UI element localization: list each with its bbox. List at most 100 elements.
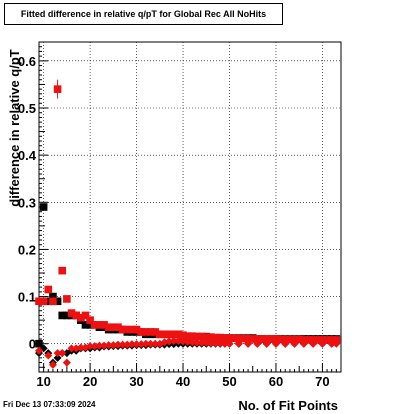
x-tick-label: 70 — [315, 374, 329, 389]
data-point-square — [49, 292, 57, 301]
x-axis-label: No. of Fit Points — [238, 398, 338, 413]
data-point-diamond — [179, 337, 188, 346]
data-point-diamond — [225, 339, 234, 348]
data-point-diamond — [44, 351, 53, 360]
data-point-diamond — [67, 344, 76, 353]
data-point-diamond — [262, 339, 271, 348]
data-point-square — [39, 203, 48, 211]
data-point-square — [262, 335, 271, 343]
data-point-square — [267, 335, 276, 343]
data-point-square — [174, 330, 183, 339]
data-point-square — [39, 297, 48, 306]
data-point-square — [216, 333, 224, 342]
x-tick-label: 20 — [83, 374, 97, 389]
chart-title: Fitted difference in relative q/pT for G… — [20, 9, 267, 19]
data-point-diamond — [104, 341, 113, 350]
data-point-square — [221, 334, 229, 342]
data-point-square — [244, 334, 252, 343]
data-point-square — [114, 323, 122, 332]
data-point-square — [109, 323, 118, 332]
data-point-square — [272, 335, 280, 343]
data-point-diamond — [174, 336, 183, 345]
data-point-square — [290, 335, 299, 344]
data-point-square — [230, 334, 238, 342]
data-point-square — [100, 321, 108, 329]
data-point-diamond — [53, 353, 62, 362]
data-point-diamond — [146, 339, 155, 348]
data-point-square — [128, 325, 136, 334]
chart-title-box: Fitted difference in relative q/pT for G… — [4, 3, 283, 25]
data-point-square — [179, 331, 187, 340]
axes: 10 20 30 40 50 60 70 0 0.1 0.2 0.3 0.4 0.5 0.6 — [18, 41, 342, 389]
data-point-diamond — [86, 342, 95, 351]
y-tick-label: 0.5 — [18, 101, 36, 116]
data-point-square — [211, 333, 220, 342]
x-tick-label: 30 — [129, 374, 143, 389]
data-point-diamond — [100, 341, 109, 350]
data-point-square — [183, 332, 192, 340]
data-point-square — [53, 297, 62, 306]
data-point-diamond — [123, 340, 132, 349]
grid-lines — [39, 42, 341, 372]
y-tick-label: 0.3 — [18, 195, 36, 210]
data-point-diamond — [35, 346, 43, 355]
data-point-square — [207, 333, 215, 341]
data-point-square — [63, 311, 71, 320]
data-point-diamond — [137, 340, 146, 349]
data-point-square — [58, 311, 67, 320]
data-point-square — [239, 334, 248, 343]
data-point-diamond — [327, 339, 336, 348]
data-point-square — [169, 330, 178, 339]
data-point-diamond — [109, 341, 118, 350]
data-point-diamond — [53, 349, 62, 358]
data-point-diamond — [206, 339, 215, 348]
data-point-diamond — [220, 339, 229, 348]
data-point-square — [90, 321, 99, 329]
data-point-square — [77, 313, 85, 322]
data-point-diamond — [309, 339, 318, 348]
data-point-square — [188, 332, 197, 340]
data-point-square — [49, 297, 57, 306]
data-point-diamond — [290, 339, 299, 348]
data-point-square — [202, 333, 211, 341]
data-point-square — [248, 335, 257, 343]
data-point-square — [156, 330, 164, 339]
data-point-square — [35, 297, 43, 306]
data-point-diamond — [76, 343, 85, 352]
data-point-square — [146, 328, 155, 336]
data-point-square — [160, 330, 169, 339]
data-point-diamond — [299, 339, 308, 348]
data-point-diamond — [253, 339, 262, 348]
data-point-diamond — [281, 339, 290, 348]
data-point-square — [253, 335, 262, 343]
data-point-square — [193, 332, 201, 341]
data-point-square — [86, 321, 94, 329]
data-point-diamond — [132, 340, 141, 349]
data-point-square — [104, 323, 113, 332]
y-tick-label: 0.2 — [18, 242, 36, 257]
data-point-square — [137, 328, 146, 336]
data-point-square — [313, 336, 322, 344]
data-point-diamond — [244, 339, 253, 348]
x-tick-label: 40 — [176, 374, 190, 389]
data-point-square — [225, 334, 234, 342]
data-point-square — [118, 325, 127, 334]
data-point-square — [258, 335, 266, 343]
data-point-square — [123, 325, 132, 334]
data-point-square — [323, 336, 331, 344]
y-axis-label: difference in relative q/pT — [7, 49, 22, 207]
data-point-diamond — [211, 339, 220, 348]
y-tick-label: 0.4 — [18, 148, 37, 163]
data-point-square — [286, 335, 294, 344]
data-point-diamond — [318, 339, 327, 348]
y-tick-label: 0.6 — [18, 54, 36, 69]
data-point-diamond — [90, 342, 99, 351]
data-point-diamond — [141, 339, 150, 348]
data-point-square — [95, 321, 104, 329]
x-tick-label: 10 — [36, 374, 50, 389]
timestamp: Fri Dec 13 07:33:09 2024 — [3, 400, 96, 409]
data-point-square — [72, 311, 80, 320]
data-point-diamond — [183, 337, 192, 346]
data-point-diamond — [332, 339, 341, 348]
